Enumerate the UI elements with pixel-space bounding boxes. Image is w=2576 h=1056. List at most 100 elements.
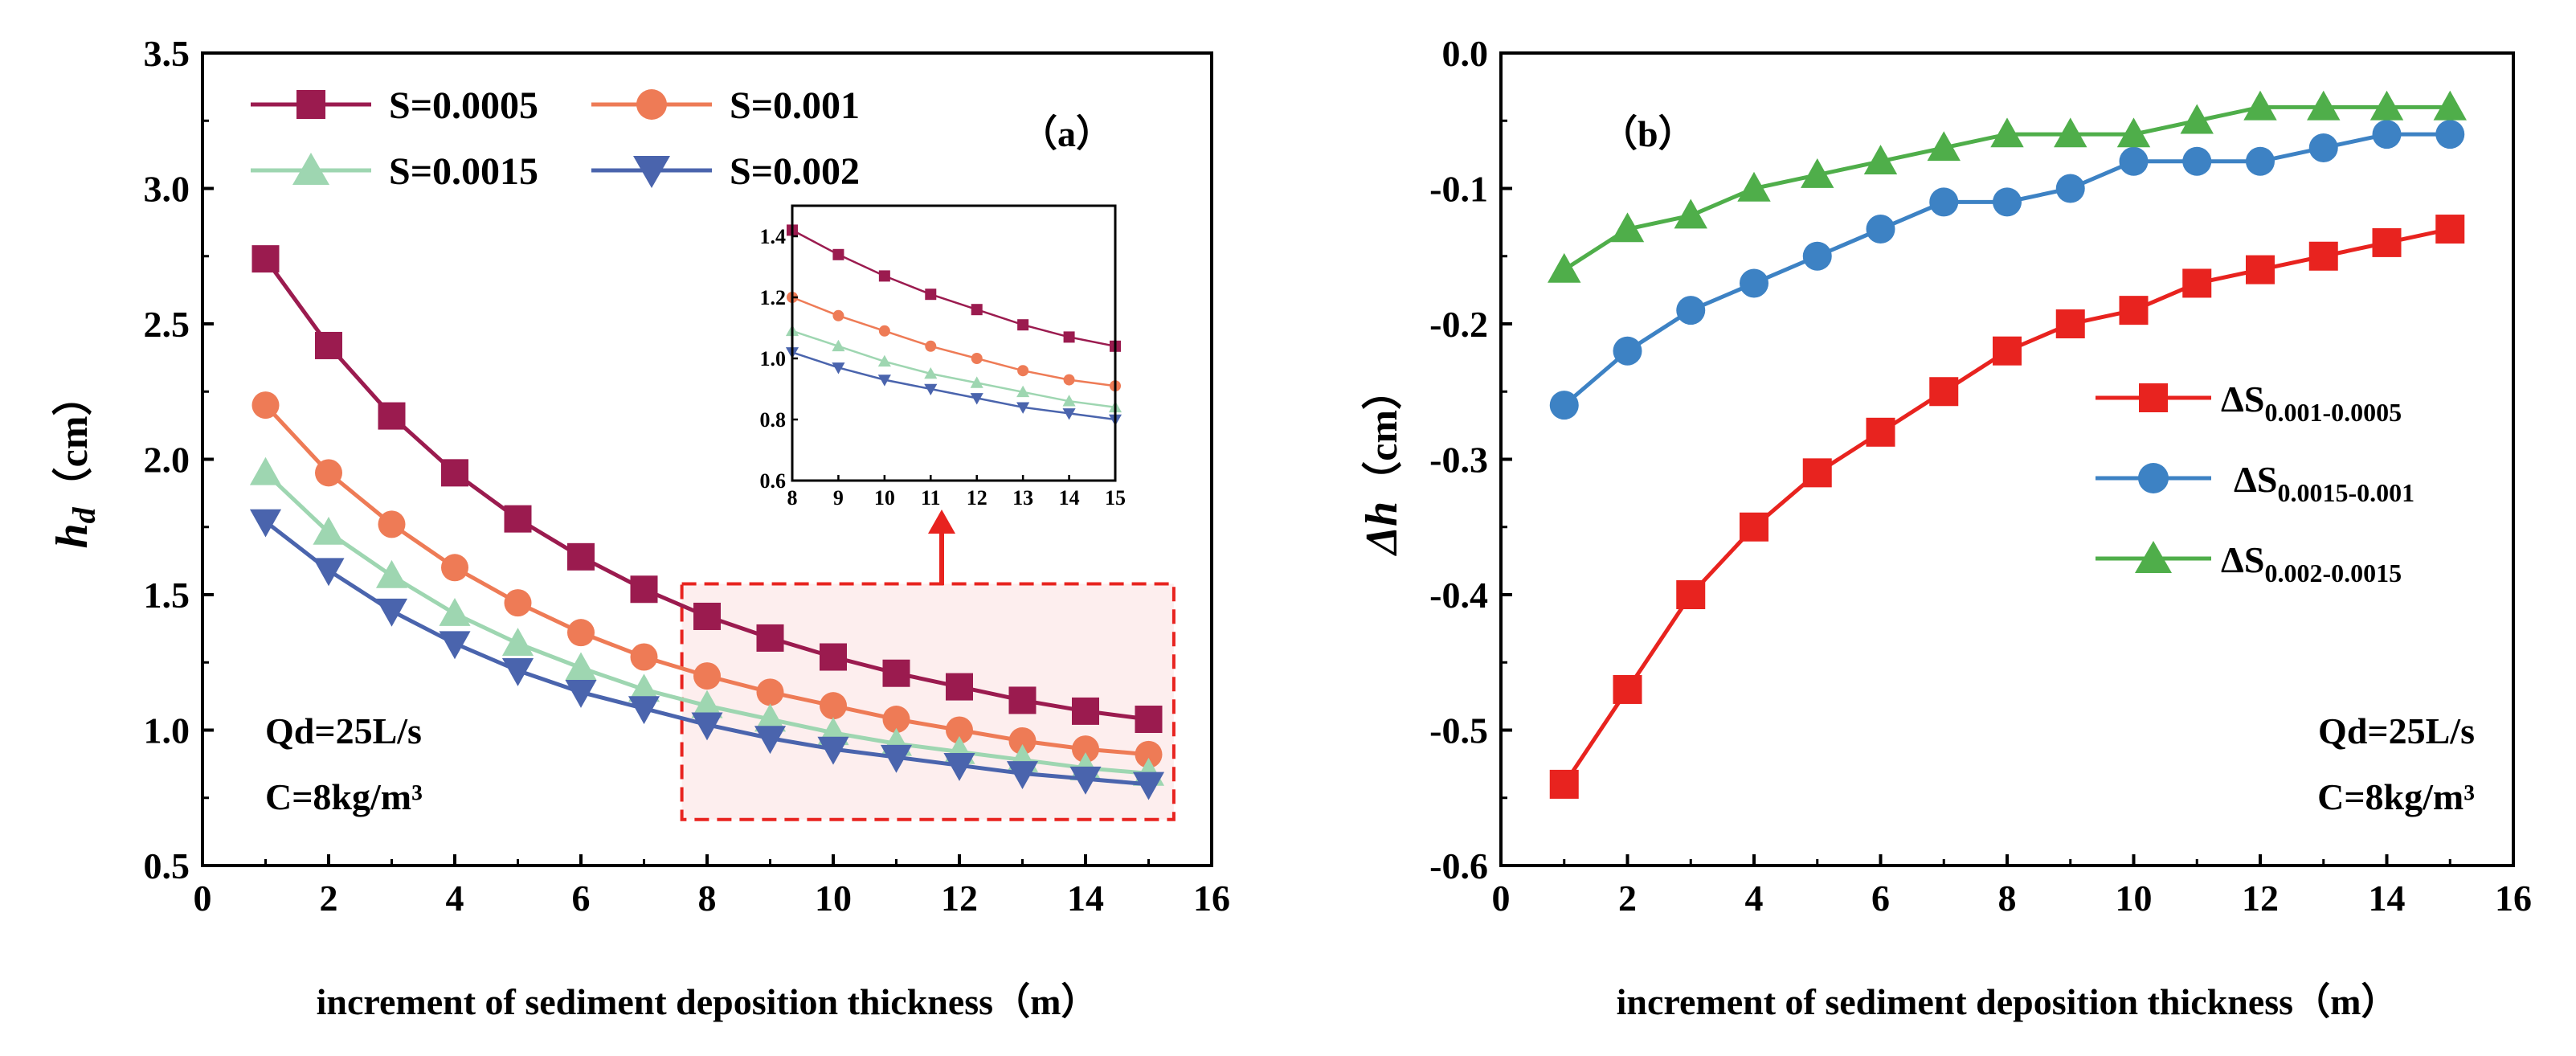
panel-b-series-2-point-5	[1863, 145, 1898, 174]
panel-a-series-2-point-8	[754, 703, 787, 732]
panel-a-xtick-label-1: 2	[320, 878, 338, 919]
panel-b-xtick-label-6: 12	[2242, 878, 2279, 919]
panel-a-series-3-point-5	[565, 680, 597, 708]
panel-a-series-3-point-13	[1069, 766, 1102, 795]
panel-a-series-0-point-6	[630, 575, 658, 604]
legend-label-s0005: S=0.0005	[389, 84, 538, 127]
panel-b-series-2-point-0	[1548, 252, 1581, 283]
panel-a-xtick-label-7: 14	[1067, 878, 1104, 919]
inset-series-3-point-3	[924, 383, 938, 396]
inset-series	[785, 224, 1122, 427]
inset-series-3-point-5	[1016, 402, 1030, 414]
inset-ytick-label-3: 1.2	[760, 286, 787, 309]
panel-b-series-2-point-9	[2116, 117, 2151, 148]
panel-b-series-1-point-3	[1740, 268, 1768, 298]
inset-xtick-label-1: 9	[833, 486, 844, 510]
panel-a-series-1-point-6	[630, 643, 658, 671]
y-label-delta-h: Δh	[1357, 501, 1407, 556]
panel-b-series-2-point-12	[2307, 90, 2341, 121]
panel-a-series-1-point-11	[946, 716, 973, 744]
panel-a-ticks: 0 2 4 6 8 10 12 14 16 0.5 1.0 1.5 2.0 2.5 3.0 3.5	[144, 33, 1231, 919]
panel-a-series-0-point-14	[1135, 706, 1163, 734]
panel-b-series-2-point-10	[2180, 104, 2214, 134]
panel-b-series-0-point-0	[1549, 769, 1579, 799]
inset-series-1-line	[791, 296, 1116, 387]
panel-a-legend: S=0.0005 S=0.001 S=0.0015 S=0.002	[251, 84, 860, 193]
inset-series-0-point-3	[925, 289, 937, 301]
panel-a-series-0-point-10	[882, 659, 910, 687]
y-label-h: h	[47, 523, 97, 548]
legend-marker-s0015	[292, 153, 329, 185]
panel-a-xtick-label-8: 16	[1193, 878, 1230, 919]
panel-b-series-2-point-4	[1801, 158, 1834, 188]
panel-a-series-0-point-11	[946, 673, 973, 701]
panel-b-series-0-point-14	[2435, 215, 2465, 244]
panel-a-series-0-point-7	[693, 602, 721, 630]
panel-a-xtick-label-3: 6	[572, 878, 591, 919]
panel-b-xtick-label-4: 8	[1998, 878, 2017, 919]
panel-b-y-axis-label: Δh（cm）	[1357, 370, 1407, 556]
panel-b-series-2-point-7	[1990, 117, 2024, 148]
panel-b-xtick-label-3: 6	[1871, 878, 1890, 919]
panel-b-series-1-point-10	[2182, 146, 2212, 176]
inset-ytick-label-0: 0.6	[760, 469, 787, 493]
panel-a-series-3-point-8	[754, 726, 787, 755]
inset-ytick-label-2: 1.0	[760, 347, 787, 370]
panel-a-series-3-point-14	[1132, 772, 1165, 800]
panel-a-ytick-label-5: 3.0	[144, 169, 190, 210]
inset-series-0-point-1	[832, 248, 844, 260]
panel-b-series-2-point-2	[1674, 199, 1707, 229]
inset-series-1-point-3	[925, 340, 937, 352]
panel-b-series-0-point-1	[1613, 674, 1642, 704]
panel-a-ytick-label-1: 1.0	[144, 710, 190, 751]
panel-b-series-1-point-5	[1866, 215, 1895, 244]
panel-b-series-1-point-9	[2119, 146, 2149, 176]
panel-a-series-1-point-2	[378, 510, 406, 538]
panel-a-ytick-label-3: 2.0	[144, 440, 190, 481]
inset-series-0-point-6	[1063, 331, 1075, 343]
panel-b-series-0-point-11	[2246, 255, 2275, 284]
panel-a-series-2-point-5	[565, 652, 597, 681]
panel-a-series	[249, 245, 1165, 800]
inset-ytick-label-1: 0.8	[760, 408, 787, 432]
legend-label-s001: S=0.001	[730, 84, 860, 127]
panel-a-xtick-label-2: 4	[446, 878, 464, 919]
panel-b-series-2-point-14	[2433, 90, 2467, 121]
panel-a-y-axis-label: hd（cm）	[47, 376, 102, 549]
panel-b-legend: ΔS0.001-0.0005 ΔS0.0015-0.001 ΔS0.002-0.…	[2096, 379, 2414, 587]
zoom-arrow-head	[928, 510, 955, 534]
legend-label-ds2: ΔS0.0015-0.001	[2234, 459, 2414, 507]
legend-marker-ds3	[2135, 541, 2172, 573]
panel-b-xtick-label-0: 0	[1492, 878, 1511, 919]
panel-a-flow-annotation: Qd=25L/s	[265, 710, 422, 751]
panel-b-series-0-point-4	[1802, 458, 1832, 488]
panel-a-ytick-label-0: 0.5	[144, 845, 190, 886]
panel-b-series-1-point-13	[2372, 120, 2402, 149]
panel-b-xtick-label-7: 14	[2369, 878, 2406, 919]
inset-series-3-point-6	[1062, 408, 1076, 420]
panel-a-concentration-annotation: C=8kg/m³	[265, 776, 423, 817]
panel-a-series-0-point-12	[1008, 686, 1037, 714]
panel-b-ytick-label-4: -0.2	[1429, 304, 1488, 345]
panel-b-series-1-point-7	[1993, 187, 2022, 217]
panel-b-series-1-point-11	[2246, 146, 2275, 176]
panel-a-label: （a）	[1020, 113, 1113, 154]
panel-b-ytick-label-5: -0.1	[1429, 169, 1488, 210]
panel-b-chart: 0 2 4 6 8 10 12 14 16 -0.6 -0.5 -0.4 -0.3 -0.2 -0.1 0.0…	[1357, 33, 2532, 1022]
inset-series-2-point-2	[877, 354, 891, 367]
legend-label-ds3: ΔS0.002-0.0015	[2221, 539, 2402, 587]
panel-b-series-0-point-12	[2308, 241, 2338, 271]
panel-b-series-2-point-13	[2370, 90, 2404, 121]
panel-b-series-1-point-12	[2308, 133, 2338, 162]
inset-series-3-point-1	[832, 362, 845, 375]
legend-label-ds1: ΔS0.001-0.0005	[2221, 379, 2402, 427]
inset-series-2-point-5	[1016, 385, 1030, 398]
panel-a-x-axis-label: increment of sediment deposition thickne…	[317, 981, 1098, 1022]
panel-a-series-3-point-2	[375, 598, 408, 627]
panel-b-series-1-point-2	[1676, 296, 1706, 325]
panel-b-series-0-point-2	[1676, 580, 1706, 609]
panel-a-series-2-point-7	[691, 690, 723, 718]
panel-a-series-1-point-4	[504, 589, 532, 617]
inset-series-2-point-6	[1062, 395, 1076, 407]
